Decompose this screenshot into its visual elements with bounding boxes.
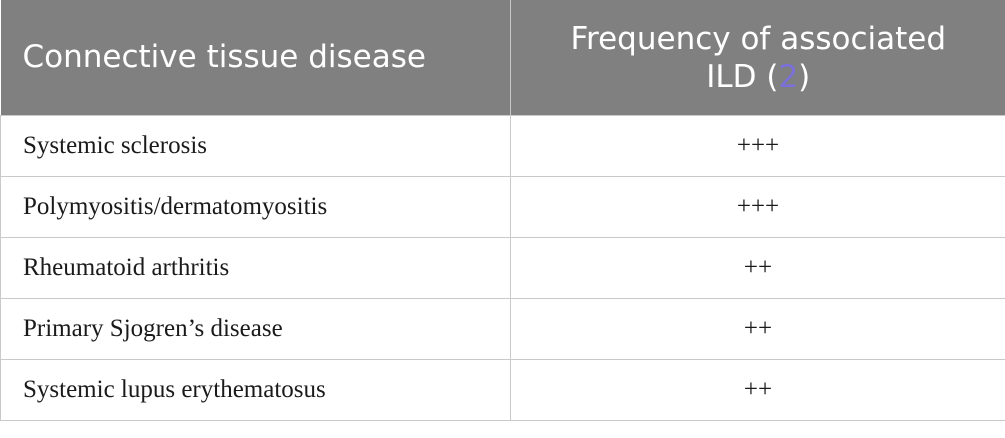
table-header: Connective tissue disease Frequency of a…: [0, 0, 1005, 115]
frequency-cell: ++: [510, 236, 1005, 299]
disease-cell: Polymyositis/dermatomyositis: [0, 175, 511, 238]
disease-cell: Primary Sjogren’s disease: [0, 297, 511, 360]
table-row: Rheumatoid arthritis ++: [0, 236, 1005, 299]
header-row: Connective tissue disease Frequency of a…: [0, 0, 1005, 115]
frequency-cell: +++: [510, 175, 1005, 238]
table-row: Primary Sjogren’s disease ++: [0, 297, 1005, 360]
disease-cell: Systemic sclerosis: [0, 114, 511, 177]
frequency-cell: ++: [510, 358, 1005, 421]
header-frequency-label: Frequency of associated ILD (: [570, 21, 947, 96]
table-row: Systemic sclerosis +++: [0, 114, 1005, 177]
frequency-cell: +++: [510, 114, 1005, 177]
header-frequency-close: ): [798, 59, 811, 96]
disease-frequency-table: Connective tissue disease Frequency of a…: [0, 0, 1005, 421]
table-row: Polymyositis/dermatomyositis +++: [0, 175, 1005, 238]
header-frequency-ild: Frequency of associated ILD (2): [510, 0, 1005, 115]
reference-link[interactable]: 2: [778, 59, 799, 96]
table-row: Systemic lupus erythematosus ++: [0, 358, 1005, 421]
disease-cell: Systemic lupus erythematosus: [0, 358, 511, 421]
frequency-cell: ++: [510, 297, 1005, 360]
table-body: Systemic sclerosis +++ Polymyositis/derm…: [0, 114, 1005, 421]
header-connective-tissue-disease: Connective tissue disease: [0, 0, 511, 115]
disease-cell: Rheumatoid arthritis: [0, 236, 511, 299]
